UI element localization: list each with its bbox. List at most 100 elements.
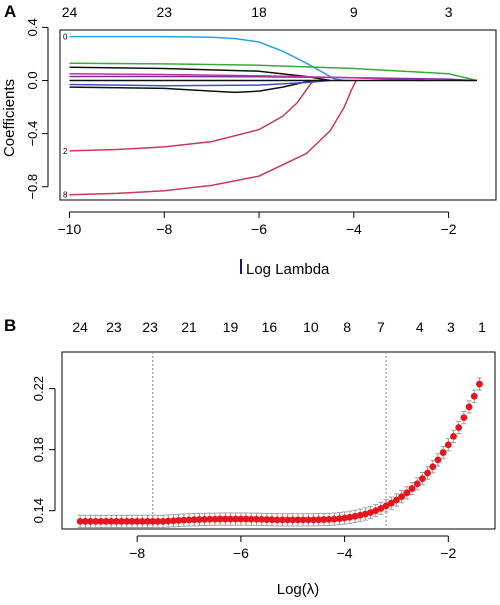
panel-a-lines <box>69 35 478 196</box>
top-tick-label-1: 23 <box>106 319 122 335</box>
top-tick-label-3: 9 <box>350 4 358 20</box>
cv-point-15 <box>154 517 162 525</box>
cv-point-64 <box>408 485 416 492</box>
panel-a-label: A <box>4 2 16 21</box>
cv-point-34 <box>253 515 260 523</box>
cv-point-48 <box>325 515 333 523</box>
coefficient-path-0 <box>69 35 345 82</box>
cv-point-25 <box>206 515 214 523</box>
cv-point-32 <box>242 515 250 523</box>
top-tick-label-10: 3 <box>447 319 455 335</box>
line-end-label-1: 2 <box>63 147 68 156</box>
cv-point-14 <box>149 517 157 525</box>
x-tick-label-2: −4 <box>337 545 353 561</box>
cv-point-12 <box>138 517 146 525</box>
cv-point-6 <box>107 517 115 525</box>
x-tick-label-4: −2 <box>441 221 457 237</box>
cv-point-75 <box>465 403 473 411</box>
y-tick-label-2: 0.22 <box>31 376 46 401</box>
top-tick-label-8: 7 <box>377 319 385 335</box>
y-tick-label-0: 0.14 <box>31 498 46 523</box>
cv-point-44 <box>304 516 312 524</box>
cv-point-5 <box>102 517 110 525</box>
cv-point-50 <box>336 515 343 523</box>
cv-point-51 <box>341 514 349 522</box>
cv-point-35 <box>258 515 266 523</box>
panel-a-end-labels: 0 2 8 <box>63 33 68 200</box>
panel-a-x-axis-title: Log Lambda <box>246 261 330 278</box>
coefficient-path-1 <box>69 79 317 152</box>
y-tick-label-1: −0.4 <box>25 121 40 147</box>
cv-point-68 <box>429 463 437 471</box>
cv-point-58 <box>377 505 385 512</box>
line-end-label-2: 8 <box>63 191 68 200</box>
cv-point-8 <box>118 517 126 525</box>
panel-b-y-axis: 0.14 0.18 0.22 <box>31 376 56 523</box>
cv-point-0 <box>76 517 84 525</box>
cv-point-3 <box>92 517 100 525</box>
cv-point-53 <box>351 512 359 520</box>
cv-point-71 <box>444 441 452 449</box>
panel-a-y-axis-title: Coefficients <box>1 79 18 157</box>
cv-point-46 <box>315 516 323 524</box>
cv-point-52 <box>346 513 354 521</box>
cv-point-9 <box>123 517 131 525</box>
panel-b-plot-frame <box>61 351 496 530</box>
cv-point-72 <box>450 432 457 440</box>
cv-point-40 <box>284 516 291 524</box>
x-tick-label-1: −8 <box>156 221 172 237</box>
cv-point-73 <box>455 424 463 431</box>
cv-point-24 <box>201 515 209 523</box>
top-tick-label-4: 19 <box>223 319 239 335</box>
coefficient-path-7 <box>69 73 425 82</box>
cv-point-67 <box>424 469 431 477</box>
coefficient-path-2 <box>69 80 357 196</box>
cv-point-13 <box>144 517 151 525</box>
x-axis-title-mark <box>240 259 242 274</box>
panel-b-x-axis-title: Log(λ) <box>277 581 320 598</box>
cv-point-59 <box>382 502 390 510</box>
top-tick-label-0: 24 <box>72 319 88 335</box>
cv-point-62 <box>398 493 406 501</box>
panel-b-vlines <box>152 352 387 529</box>
top-tick-label-7: 8 <box>343 319 351 335</box>
cv-point-1 <box>81 517 89 525</box>
cv-point-70 <box>439 449 447 456</box>
top-tick-label-1: 23 <box>156 4 172 20</box>
panel-b-errorbars <box>77 377 482 528</box>
cv-point-19 <box>175 517 183 524</box>
y-tick-label-0: −0.8 <box>25 174 40 200</box>
x-tick-label-0: −10 <box>58 221 82 237</box>
cv-point-77 <box>476 380 483 388</box>
x-tick-label-3: −4 <box>346 221 362 237</box>
cv-point-27 <box>216 515 224 523</box>
top-tick-label-6: 10 <box>303 319 319 335</box>
cv-point-21 <box>185 516 193 524</box>
cv-point-17 <box>164 517 172 525</box>
panel-a-top-axis: 24 23 18 9 3 <box>62 4 453 20</box>
top-tick-label-9: 4 <box>416 319 424 335</box>
top-tick-label-2: 18 <box>251 4 267 20</box>
cv-point-55 <box>361 510 369 518</box>
top-tick-label-3: 21 <box>181 319 197 335</box>
cv-point-57 <box>372 507 380 515</box>
panel-a-y-axis: −0.8 −0.4 0.0 0.4 <box>25 18 49 200</box>
cv-point-30 <box>232 515 240 523</box>
line-end-label-0: 0 <box>63 33 68 42</box>
x-tick-label-1: −6 <box>233 545 249 561</box>
x-tick-label-3: −2 <box>440 545 456 561</box>
cv-point-54 <box>356 511 364 519</box>
cv-point-45 <box>310 516 317 524</box>
cv-point-74 <box>460 414 468 422</box>
cv-point-65 <box>413 480 421 488</box>
cv-point-22 <box>190 516 198 524</box>
panel-a-plot-frame <box>59 29 497 201</box>
y-tick-label-3: 0.4 <box>25 18 40 36</box>
cv-point-31 <box>237 515 245 523</box>
coefficient-path-4 <box>69 62 478 82</box>
cv-point-16 <box>159 517 167 525</box>
cv-point-36 <box>263 516 271 523</box>
cv-point-43 <box>299 516 307 524</box>
cv-point-29 <box>227 515 234 523</box>
